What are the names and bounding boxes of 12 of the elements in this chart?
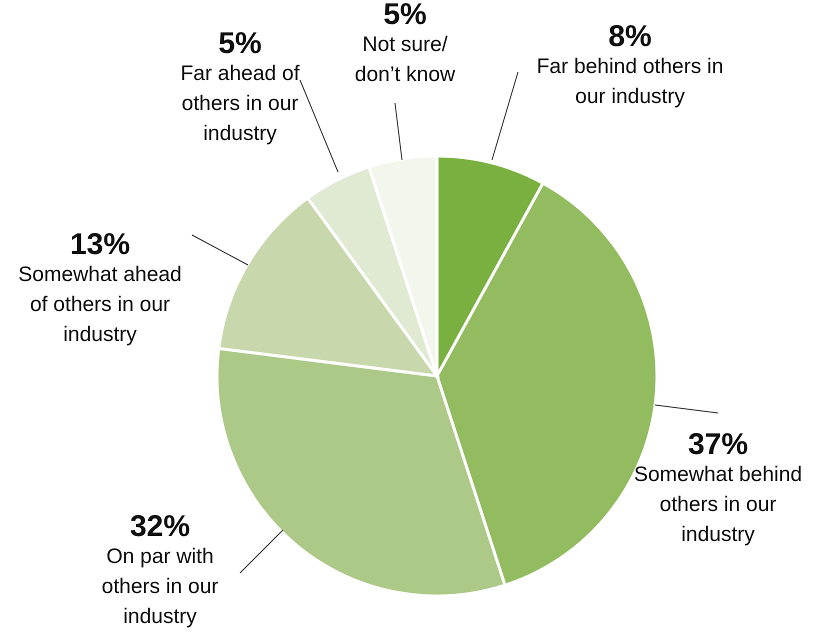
data-label: 8% [608,20,652,53]
slice-label: Far behind others in our industry [536,55,724,108]
slice-label: Somewhat behind others in our industry [634,463,802,546]
slice-label: Far ahead of others in our industry [180,62,300,145]
slice-label: Not sure/ don’t know [354,33,456,86]
data-label: 5% [218,27,262,60]
slice-label: Somewhat ahead of others in our industry [18,263,182,346]
data-label: 5% [383,0,427,31]
data-label: 13% [70,228,130,261]
slice-label: On par with others in our industry [102,545,218,628]
data-label: 37% [688,428,748,461]
data-label: 32% [130,510,190,543]
